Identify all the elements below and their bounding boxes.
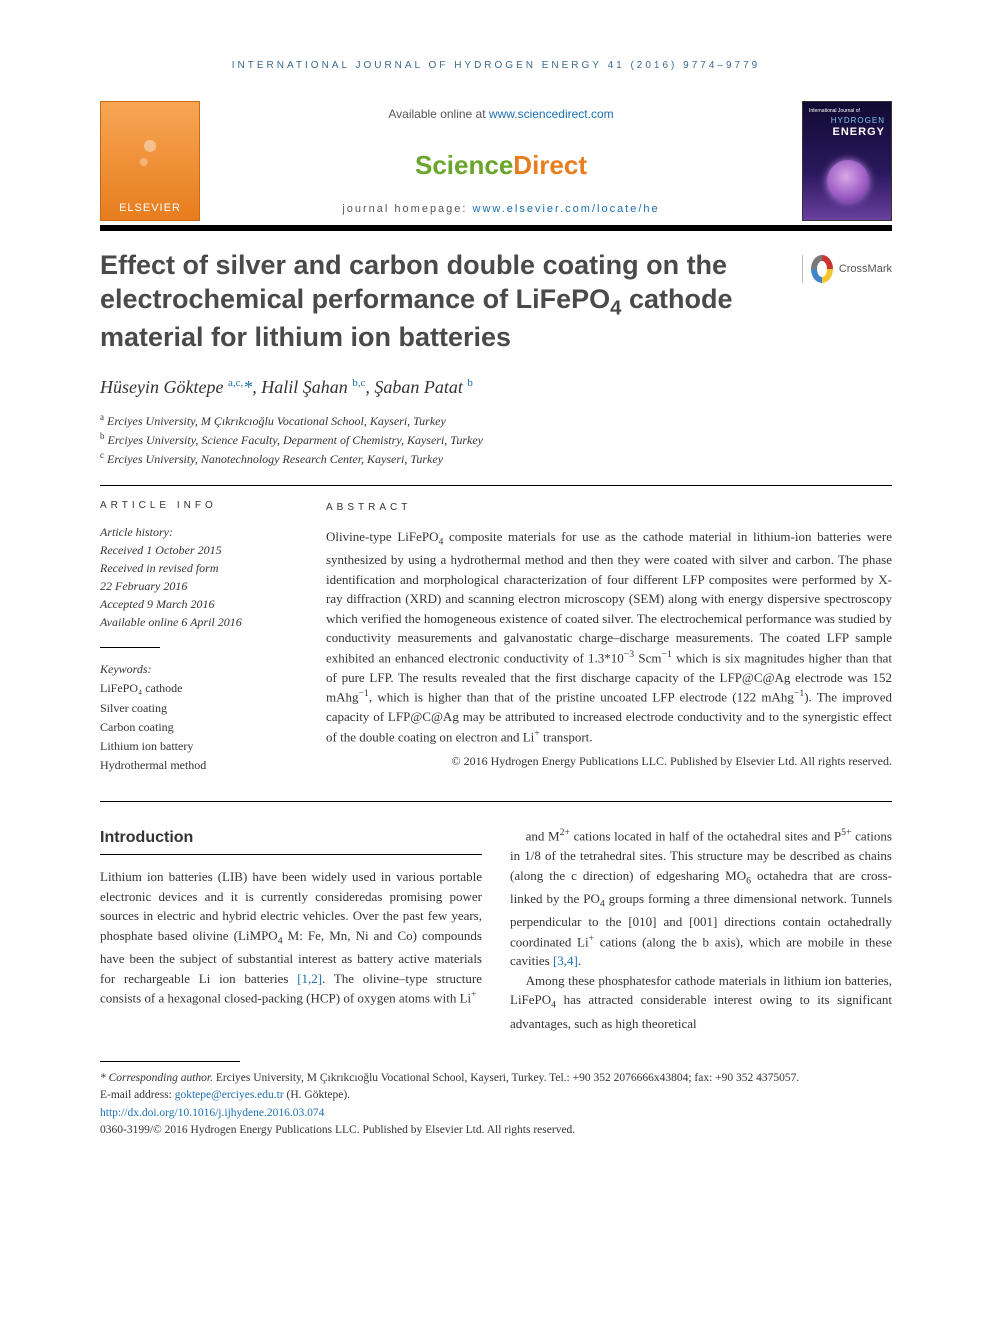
email-link[interactable]: goktepe@erciyes.edu.tr — [175, 1089, 284, 1101]
history-line: Accepted 9 March 2016 — [100, 595, 290, 613]
keyword: Carbon coating — [100, 718, 290, 737]
sd-word-1: Science — [415, 150, 513, 180]
affiliation-a: a Erciyes University, M Çıkrıkcıoğlu Voc… — [100, 412, 892, 429]
homepage-prefix: journal homepage: — [342, 203, 472, 215]
history-label: Article history: — [100, 523, 290, 541]
available-online-line: Available online at www.sciencedirect.co… — [212, 107, 790, 121]
history-line: Received 1 October 2015 — [100, 541, 290, 559]
intro-paragraph: and M2+ cations located in half of the o… — [510, 826, 892, 971]
corr-text: Erciyes University, M Çıkrıkcıoğlu Vocat… — [213, 1072, 799, 1084]
corresponding-author: * Corresponding author. Erciyes Universi… — [100, 1070, 892, 1087]
introduction-heading: Introduction — [100, 826, 482, 855]
history-line: Available online 6 April 2016 — [100, 613, 290, 631]
crossmark-label: CrossMark — [839, 263, 892, 275]
affiliation-b: b Erciyes University, Science Faculty, D… — [100, 431, 892, 448]
article-title: Effect of silver and carbon double coati… — [100, 249, 782, 355]
footnotes: * Corresponding author. Erciyes Universi… — [100, 1070, 892, 1139]
email-label: E-mail address: — [100, 1089, 175, 1101]
article-info: ARTICLE INFO Article history: Received 1… — [100, 500, 290, 775]
email-line: E-mail address: goktepe@erciyes.edu.tr (… — [100, 1087, 892, 1104]
affiliation-c: c Erciyes University, Nanotechnology Res… — [100, 450, 892, 467]
available-prefix: Available online at — [388, 107, 489, 121]
info-divider — [100, 647, 160, 648]
corr-label: * Corresponding author. — [100, 1072, 213, 1084]
history-line: Received in revised form — [100, 559, 290, 577]
email-suffix: (H. Göktepe). — [284, 1089, 350, 1101]
cover-line-2: HYDROGEN — [831, 116, 885, 125]
crossmark-icon — [811, 255, 833, 283]
footnote-rule — [100, 1061, 240, 1062]
body-columns: Introduction Lithium ion batteries (LIB)… — [100, 826, 892, 1033]
journal-homepage-line: journal homepage: www.elsevier.com/locat… — [212, 203, 790, 215]
keyword: Silver coating — [100, 699, 290, 718]
journal-homepage-link[interactable]: www.elsevier.com/locate/he — [473, 203, 660, 215]
title-rule — [100, 225, 892, 231]
keywords-label: Keywords: — [100, 660, 290, 679]
cover-line-3: ENERGY — [833, 126, 885, 138]
sciencedirect-link[interactable]: www.sciencedirect.com — [489, 107, 614, 121]
sciencedirect-logo: ScienceDirect — [212, 150, 790, 181]
cover-line-1: International Journal of — [809, 108, 860, 114]
history-line: 22 February 2016 — [100, 577, 290, 595]
intro-paragraph: Lithium ion batteries (LIB) have been wi… — [100, 867, 482, 1008]
affiliations: a Erciyes University, M Çıkrıkcıoğlu Voc… — [100, 412, 892, 467]
abstract-copyright: © 2016 Hydrogen Energy Publications LLC.… — [326, 752, 892, 770]
abstract-text: Olivine-type LiFePO4 composite materials… — [326, 527, 892, 746]
keyword: Hydrothermal method — [100, 756, 290, 775]
abstract: ABSTRACT Olivine-type LiFePO4 composite … — [326, 500, 892, 775]
page: INTERNATIONAL JOURNAL OF HYDROGEN ENERGY… — [0, 0, 992, 1179]
journal-cover: International Journal of HYDROGEN ENERGY — [802, 101, 892, 221]
keywords: Keywords: LiFePO₄ cathode Silver coating… — [100, 660, 290, 775]
elsevier-logo: ELSEVIER — [100, 101, 200, 221]
author-list: Hüseyin Göktepe a,c,*, Halil Şahan b,c, … — [100, 377, 892, 398]
doi-link[interactable]: http://dx.doi.org/10.1016/j.ijhydene.201… — [100, 1107, 324, 1119]
keyword: LiFePO₄ cathode — [100, 679, 290, 698]
abstract-head: ABSTRACT — [326, 500, 892, 515]
sd-word-2: Direct — [513, 150, 587, 180]
body-rule — [100, 801, 892, 802]
intro-paragraph: Among these phosphatesfor cathode materi… — [510, 971, 892, 1033]
masthead-center: Available online at www.sciencedirect.co… — [212, 101, 790, 221]
article-history: Article history: Received 1 October 2015… — [100, 523, 290, 631]
article-info-head: ARTICLE INFO — [100, 500, 290, 511]
crossmark-badge[interactable]: CrossMark — [802, 255, 892, 283]
issn-copyright: 0360-3199/© 2016 Hydrogen Energy Publica… — [100, 1122, 892, 1139]
running-head: INTERNATIONAL JOURNAL OF HYDROGEN ENERGY… — [100, 60, 892, 71]
info-abstract-row: ARTICLE INFO Article history: Received 1… — [100, 500, 892, 775]
title-block: Effect of silver and carbon double coati… — [100, 249, 892, 355]
keyword: Lithium ion battery — [100, 737, 290, 756]
masthead: ELSEVIER Available online at www.science… — [100, 101, 892, 221]
info-rule-top — [100, 485, 892, 486]
elsevier-label: ELSEVIER — [119, 202, 181, 214]
